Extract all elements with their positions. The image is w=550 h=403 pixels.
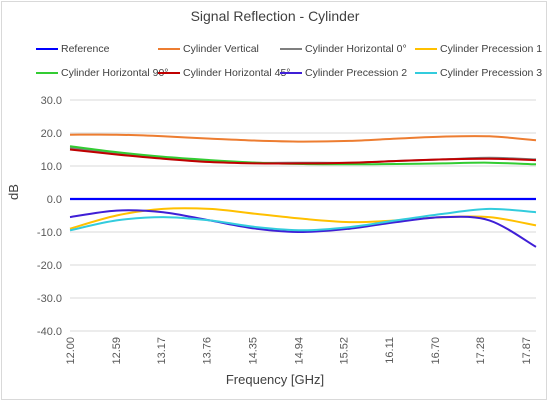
- series-line-cylinder-vertical: [69, 133, 537, 143]
- legend-item-cylinder-horizontal-45: Cylinder Horizontal 45°: [158, 67, 291, 79]
- x-tick-label-9: 17.28: [475, 337, 487, 365]
- legend-swatch-cylinder-horizontal-0: [280, 48, 302, 51]
- legend-label-cylinder-precession-3: Cylinder Precession 3: [440, 67, 543, 79]
- x-tick-label-1: 12.59: [111, 337, 123, 365]
- y-tick-label-5: -20.0: [37, 260, 62, 272]
- x-tick-label-2: 13.17: [156, 337, 168, 365]
- y-tick-label-4: -10.0: [37, 227, 62, 239]
- legend-swatch-cylinder-precession-1: [415, 48, 437, 51]
- legend-item-cylinder-precession-1: Cylinder Precession 1: [415, 43, 542, 55]
- legend-item-cylinder-horizontal-0: Cylinder Horizontal 0°: [280, 43, 407, 55]
- legend-item-cylinder-precession-3: Cylinder Precession 3: [415, 67, 542, 79]
- legend-swatch-cylinder-horizontal-45: [158, 72, 180, 75]
- legend-label-cylinder-vertical: Cylinder Vertical: [183, 43, 259, 55]
- legend-item-cylinder-vertical: Cylinder Vertical: [158, 43, 259, 55]
- legend-label-cylinder-horizontal-90: Cylinder Horizontal 90°: [61, 67, 169, 79]
- y-tick-label-3: 0.0: [47, 194, 62, 206]
- series-line-cylinder-horizontal-45: [69, 148, 537, 165]
- legend-item-cylinder-precession-2: Cylinder Precession 2: [280, 67, 407, 79]
- legend-label-cylinder-horizontal-45: Cylinder Horizontal 45°: [183, 67, 291, 79]
- x-tick-label-6: 15.52: [338, 337, 350, 365]
- legend-swatch-cylinder-precession-3: [415, 72, 437, 75]
- legend-swatch-cylinder-vertical: [158, 48, 180, 51]
- y-tick-label-7: -40.0: [37, 326, 62, 338]
- x-axis-title: Frequency [GHz]: [225, 372, 325, 387]
- series-line-cylinder-horizontal-90: [69, 145, 537, 166]
- series-line-cylinder-precession-3: [69, 207, 537, 232]
- series-line-cylinder-precession-2: [69, 209, 537, 248]
- y-tick-label-1: 20.0: [41, 128, 62, 140]
- legend-label-reference: Reference: [61, 43, 110, 55]
- x-tick-label-0: 12.00: [65, 337, 77, 365]
- y-axis-title: dB: [6, 184, 21, 200]
- legend-label-cylinder-precession-1: Cylinder Precession 1: [440, 43, 543, 55]
- legend-swatch-cylinder-precession-2: [280, 72, 302, 75]
- legend-swatch-reference: [36, 48, 58, 51]
- legend-item-cylinder-horizontal-90: Cylinder Horizontal 90°: [36, 67, 169, 79]
- x-tick-label-7: 16.11: [384, 337, 396, 364]
- x-tick-label-10: 17.87: [521, 337, 533, 365]
- chart-title: Signal Reflection - Cylinder: [190, 8, 360, 24]
- legend-label-cylinder-horizontal-0: Cylinder Horizontal 0°: [305, 43, 407, 55]
- y-tick-label-2: 10.0: [41, 161, 62, 173]
- legend-label-cylinder-precession-2: Cylinder Precession 2: [305, 67, 408, 79]
- x-tick-label-5: 14.94: [293, 337, 305, 365]
- legend-swatch-cylinder-horizontal-90: [36, 72, 58, 75]
- y-tick-label-6: -30.0: [37, 293, 62, 305]
- x-tick-label-8: 16.70: [430, 337, 442, 365]
- x-tick-label-4: 14.35: [248, 337, 260, 365]
- y-tick-label-0: 30.0: [41, 95, 62, 107]
- legend-item-reference: Reference: [36, 43, 109, 55]
- x-tick-label-3: 13.76: [202, 337, 214, 365]
